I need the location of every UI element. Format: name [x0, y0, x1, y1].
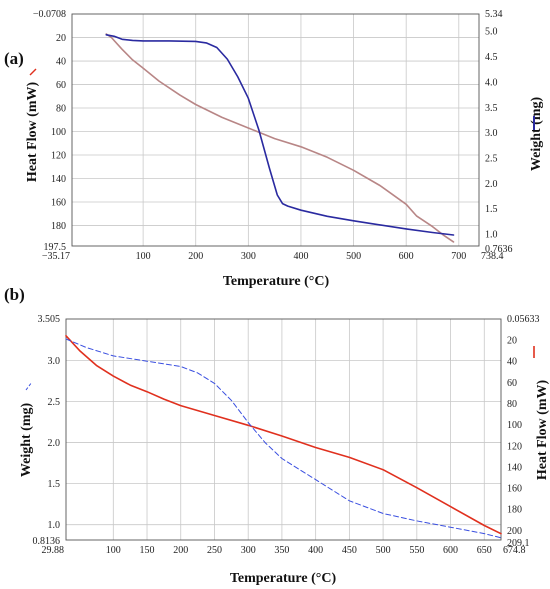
panel-b-series-1-line	[65, 338, 502, 539]
panel-a-ticks: 100 200 300 400 500 600 700 −35.17 738.4 20 40 60 80…	[33, 9, 513, 262]
panel-a-x-tick-label: 600	[399, 251, 414, 262]
panel-a-left-tick-label: 100	[51, 127, 66, 138]
panel-b-plot-frame	[65, 318, 502, 541]
panel-a-right-tick-label: 1.0	[485, 230, 498, 241]
panel-b-right-tick-label: 20	[507, 336, 517, 347]
panel-label-b: (b)	[4, 285, 25, 304]
panel-b-right-tick-label: 60	[507, 378, 517, 389]
panel-a-left-tick-label: 160	[51, 197, 66, 208]
panel-b-left-bottom-label: 0.8136	[33, 536, 61, 547]
panel-b-right-top-label: 0.05633	[507, 314, 540, 325]
panel-a-right-top-label: 5.34	[485, 9, 503, 20]
panel-b-left-tick-label: 1.5	[48, 479, 61, 490]
panel-a-right-tick-label: 2.5	[485, 153, 498, 164]
panel-b: (b) 100 150 200 250 300 350 400 450 500 550 600 650…	[4, 285, 550, 586]
panel-b-right-tick-label: 160	[507, 484, 522, 495]
panel-a-left-tick-label: 80	[56, 104, 66, 115]
panel-a-x-tick-label: 700	[451, 251, 466, 262]
panel-label-a: (a)	[4, 49, 24, 68]
panel-b-right-tick-label: 140	[507, 462, 522, 473]
panel-b-x-min-label: 29.88	[42, 545, 65, 556]
panel-a-left-bottom-label: 197.5	[44, 242, 67, 253]
panel-b-right-bottom-label: 209.1	[507, 538, 530, 549]
panel-a-plot-frame	[71, 13, 480, 247]
panel-b-x-tick-label: 500	[376, 545, 391, 556]
panel-a-right-tick-label: 4.0	[485, 77, 498, 88]
panel-b-weight-legend-mark	[25, 381, 33, 391]
panel-a-right-axis-title: Weight (mg)	[529, 97, 544, 172]
panel-a-series-1-line	[105, 33, 455, 236]
panel-a-right-tick-label: 3.0	[485, 128, 498, 139]
panel-a-right-tick-label: 5.0	[485, 27, 498, 38]
panel-a-right-tick-label: 1.5	[485, 204, 498, 215]
panel-a-x-tick-label: 500	[346, 251, 361, 262]
panel-b-left-tick-label: 3.0	[48, 356, 61, 367]
panel-a-right-bottom-label: 0.7636	[485, 244, 513, 255]
panel-b-left-tick-label: 1.0	[48, 520, 61, 531]
panel-a-right-tick-label: 2.0	[485, 179, 498, 190]
panel-a-x-max-label: 738.4	[481, 251, 504, 262]
panel-a-right-tick-label: 3.5	[485, 103, 498, 114]
panel-a-left-axis-title: Heat Flow (mW)	[25, 82, 40, 183]
panel-b-series	[65, 334, 502, 539]
panel-b-x-tick-label: 300	[241, 545, 256, 556]
panel-a-x-tick-label: 100	[136, 251, 151, 262]
panel-a-x-min-label: −35.17	[42, 251, 70, 262]
panel-a-x-tick-label: 200	[188, 251, 203, 262]
panel-a-left-tick-label: 140	[51, 174, 66, 185]
panel-b-series-0-line	[65, 334, 502, 535]
panel-a-x-tick-label: 400	[293, 251, 308, 262]
panel-a: (a) 100 200 300 400 500 600 700 −35.17 738.4 20 40…	[4, 9, 544, 289]
panel-a-heatflow-legend-mark	[29, 68, 37, 76]
panel-a-left-tick-label: 180	[51, 221, 66, 232]
panel-b-left-top-label: 3.505	[38, 314, 61, 325]
panel-b-x-tick-label: 150	[140, 545, 155, 556]
panel-b-right-tick-label: 40	[507, 357, 517, 368]
panel-a-left-tick-label: 60	[56, 80, 66, 91]
panel-b-x-axis-title: Temperature (°C)	[230, 571, 337, 586]
panel-b-right-tick-label: 80	[507, 399, 517, 410]
panel-b-x-tick-label: 200	[173, 545, 188, 556]
panel-b-left-axis-title: Weight (mg)	[19, 403, 34, 478]
panel-b-right-tick-label: 120	[507, 441, 522, 452]
panel-b-right-axis-title: Heat Flow (mW)	[535, 380, 550, 481]
panel-b-x-tick-label: 450	[342, 545, 357, 556]
panel-a-x-tick-label: 300	[241, 251, 256, 262]
panel-a-series	[105, 33, 455, 243]
panel-b-left-tick-label: 2.0	[48, 438, 61, 449]
panel-b-ticks: 100 150 200 250 300 350 400 450 500 550 600 650 29.8…	[33, 314, 540, 556]
panel-a-grid	[72, 14, 479, 246]
panel-a-x-axis-title: Temperature (°C)	[223, 274, 330, 289]
panel-b-x-tick-label: 650	[477, 545, 492, 556]
panel-b-x-tick-label: 350	[274, 545, 289, 556]
panel-a-left-top-label: −0.0708	[33, 9, 66, 20]
panel-b-x-tick-label: 100	[106, 545, 121, 556]
panel-b-right-tick-label: 180	[507, 505, 522, 516]
panel-a-left-tick-label: 20	[56, 33, 66, 44]
panel-a-left-tick-label: 40	[56, 57, 66, 68]
panel-a-left-tick-label: 120	[51, 150, 66, 161]
panel-a-series-0-line	[105, 33, 455, 243]
panel-b-right-tick-label: 100	[507, 420, 522, 431]
panel-b-x-tick-label: 400	[308, 545, 323, 556]
panel-b-x-tick-label: 250	[207, 545, 222, 556]
panel-b-right-tick-label: 200	[507, 526, 522, 537]
panel-a-right-tick-label: 4.5	[485, 52, 498, 63]
panel-b-x-tick-label: 600	[443, 545, 458, 556]
panel-b-x-max-label: 674.8	[503, 545, 526, 556]
panel-b-grid	[66, 319, 501, 540]
panel-b-left-tick-label: 2.5	[48, 397, 61, 408]
panel-b-x-tick-label: 550	[409, 545, 424, 556]
